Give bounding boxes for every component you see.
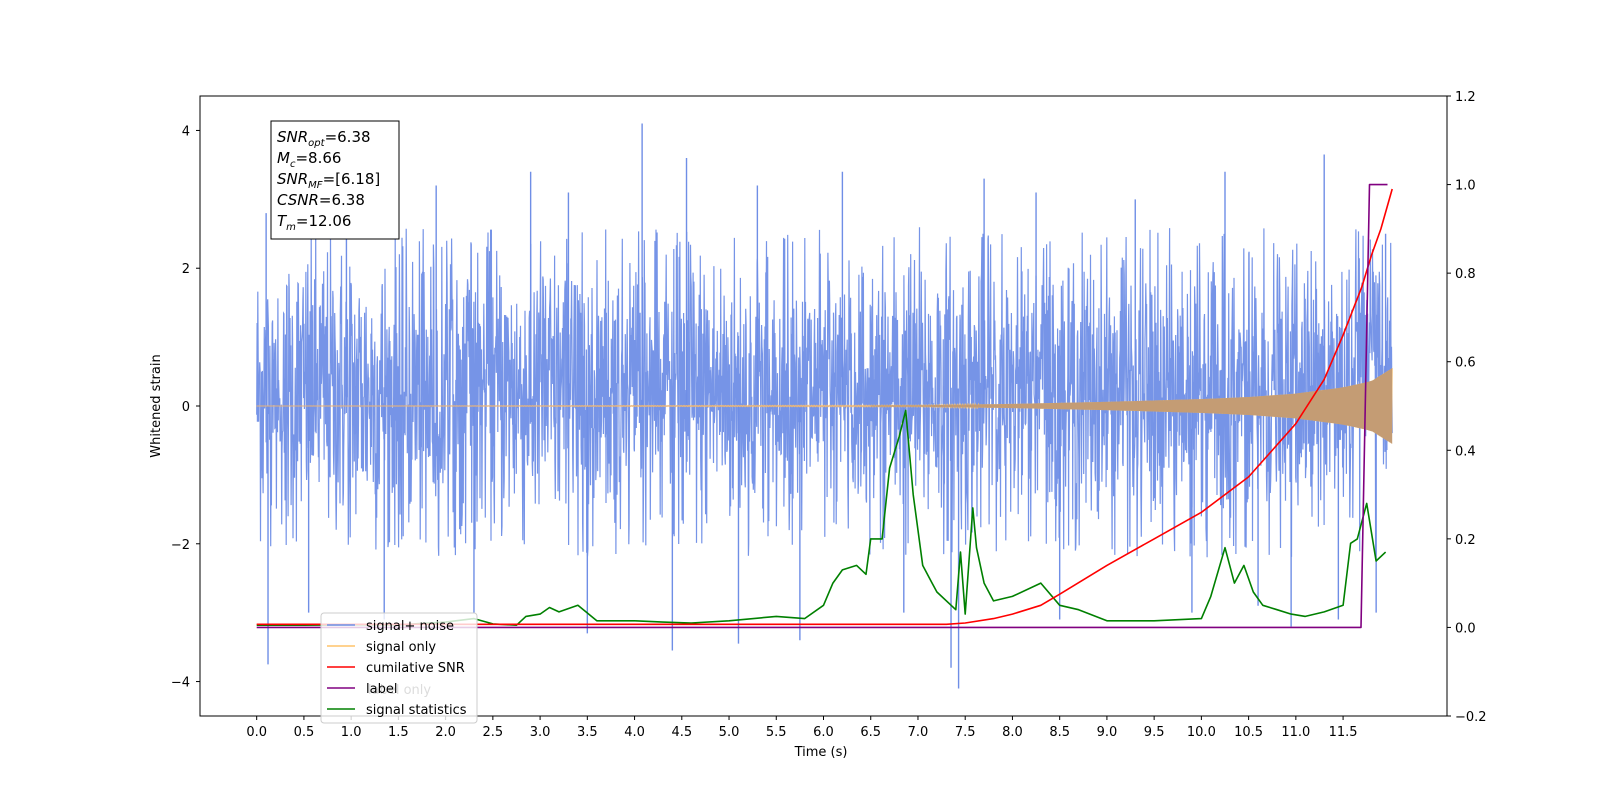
series-label	[256, 183, 1388, 629]
x-axis: 0.0 0.5 1.0 1.5 2.0 2.5 3.0 3.5 4.0 4.5 5.0 5.5 6.0 6…	[246, 716, 1358, 740]
legend-ghost-text: label only	[368, 683, 431, 698]
x-axis-label: Time (s)	[794, 745, 848, 760]
x-tick-label: 8.5	[1049, 725, 1070, 740]
y-right-tick-label: 1.0	[1455, 179, 1476, 194]
annotation-frame	[270, 120, 400, 240]
x-tick-label: 11.5	[1329, 725, 1358, 740]
legend-entry-label: signal statistics	[366, 703, 467, 718]
x-tick-label: 2.5	[483, 725, 504, 740]
y-left-tick-label: 4	[182, 124, 190, 139]
y-right-tick-label: 0.8	[1455, 267, 1476, 282]
y-right-tick-label: 0.2	[1455, 533, 1476, 548]
y-right-tick-label: 0.4	[1455, 444, 1476, 459]
x-tick-label: 7.5	[955, 725, 976, 740]
signal-noise-trace	[256, 227, 1393, 558]
x-tick-label: 4.5	[671, 725, 692, 740]
y-left-tick-label: −2	[171, 538, 190, 553]
annotation-line: Tm=12.06	[277, 212, 351, 233]
annotation-line: Mc=8.66	[277, 149, 341, 170]
series-cumulative-snr	[256, 188, 1393, 626]
y-axis-left: −4 −2 0 2 4	[171, 124, 200, 691]
annotation-value: =8.66	[295, 149, 341, 167]
plot-area	[256, 123, 1393, 689]
x-tick-label: 3.0	[530, 725, 551, 740]
stats-annotation-box: SNRopt=6.38Mc=8.66SNRMF=[6.18]CSNR=6.38T…	[270, 120, 400, 240]
y-axis-label-left: Whitened strain	[149, 354, 164, 457]
x-tick-label: 10.5	[1234, 725, 1263, 740]
annotation-symbol: SNR	[277, 128, 308, 146]
y-right-tick-label: −0.2	[1455, 710, 1487, 725]
annotation-symbol: M	[277, 149, 290, 167]
annotation-subscript: m	[286, 222, 296, 233]
annotation-value: =[6.18]	[323, 170, 381, 188]
annotation-subscript: opt	[308, 138, 325, 149]
x-tick-label: 9.0	[1097, 725, 1118, 740]
legend-entry-label: signal only	[366, 640, 436, 655]
annotation-symbol: CSNR	[277, 191, 319, 209]
series-signal-noise	[256, 123, 1393, 689]
legend-frame	[320, 612, 478, 724]
x-tick-label: 10.0	[1187, 725, 1216, 740]
series-signal-only	[256, 368, 1393, 444]
y-left-tick-label: −4	[171, 676, 190, 691]
x-tick-label: 0.5	[294, 725, 315, 740]
y-left-tick-label: 0	[182, 400, 190, 415]
annotation-line: CSNR=6.38	[277, 191, 365, 209]
annotation-value: =12.06	[296, 212, 352, 230]
x-tick-label: 8.0	[1002, 725, 1023, 740]
x-tick-label: 1.5	[388, 725, 409, 740]
annotation-value: =6.38	[325, 128, 371, 146]
x-tick-label: 3.5	[577, 725, 598, 740]
y-right-tick-label: 0.0	[1455, 621, 1476, 636]
y-right-tick-label: 0.6	[1455, 356, 1476, 371]
x-tick-label: 5.0	[719, 725, 740, 740]
series-signal-statistics	[256, 409, 1387, 626]
y-right-tick-label: 1.2	[1455, 90, 1476, 105]
series-label-line	[256, 183, 1388, 629]
x-tick-label: 7.0	[908, 725, 929, 740]
y-left-tick-label: 2	[182, 262, 190, 277]
annotation-subscript: MF	[308, 180, 323, 191]
signal-only-envelope	[870, 368, 1393, 444]
legend-entry-label: label	[366, 682, 397, 697]
annotation-subscript: c	[290, 159, 296, 170]
x-tick-label: 1.0	[341, 725, 362, 740]
x-tick-label: 4.0	[624, 725, 645, 740]
legend: label only signal+ noise signal only cumila…	[320, 612, 478, 724]
x-tick-label: 5.5	[766, 725, 787, 740]
series-cumulative-snr-line	[256, 188, 1393, 626]
x-tick-label: 0.0	[246, 725, 267, 740]
x-tick-label: 9.5	[1144, 725, 1165, 740]
annotation-line: SNRopt=6.38	[277, 128, 371, 149]
annotation-line: SNRMF=[6.18]	[277, 170, 380, 191]
y-axis-right: −0.2 0.0 0.2 0.4 0.6 0.8 1.0 1.2	[1447, 90, 1487, 725]
x-tick-label: 6.5	[860, 725, 881, 740]
annotation-value: =6.38	[319, 191, 365, 209]
legend-entry-label: signal+ noise	[366, 619, 454, 634]
x-tick-label: 11.0	[1281, 725, 1310, 740]
annotation-symbol: SNR	[277, 170, 308, 188]
x-tick-label: 2.0	[435, 725, 456, 740]
x-tick-label: 6.0	[813, 725, 834, 740]
annotation-symbol: T	[277, 212, 288, 230]
legend-entry-label: cumilative SNR	[366, 661, 465, 676]
